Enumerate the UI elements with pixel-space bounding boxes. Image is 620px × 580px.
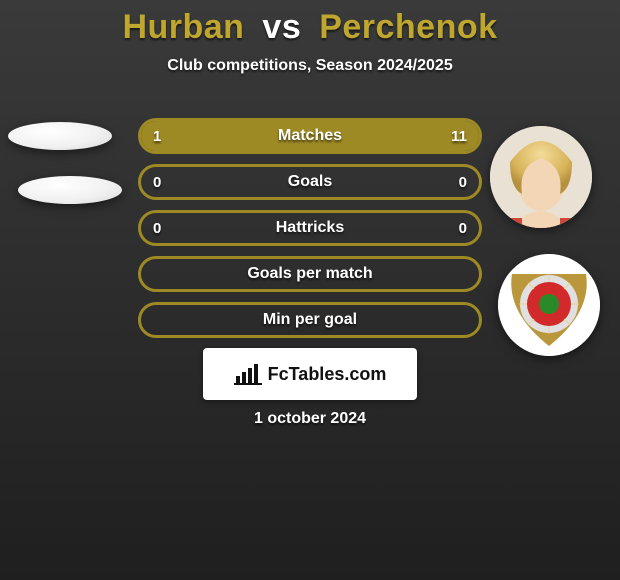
stat-value-left: 1 — [153, 128, 161, 145]
player1-club-crest-placeholder — [18, 176, 122, 204]
date-text: 1 october 2024 — [0, 410, 620, 428]
bar-chart-icon — [234, 362, 262, 386]
stat-value-right: 0 — [459, 220, 467, 237]
title: Hurban vs Perchenok — [0, 8, 620, 47]
stat-value-left: 0 — [153, 174, 161, 191]
stat-label: Hattricks — [276, 219, 344, 237]
stat-label: Matches — [278, 127, 342, 145]
branding-text: FcTables.com — [268, 364, 387, 385]
stat-row-goals: 0 Goals 0 — [138, 164, 482, 200]
player2-club-crest — [498, 254, 600, 356]
title-vs: vs — [262, 8, 301, 46]
stats-column: 1 Matches 11 0 Goals 0 0 Hattricks 0 Goa… — [138, 118, 482, 348]
player1-headshot-placeholder — [8, 122, 112, 150]
stat-label: Min per goal — [263, 311, 357, 329]
comparison-card: Hurban vs Perchenok Club competitions, S… — [0, 0, 620, 580]
stat-row-hattricks: 0 Hattricks 0 — [138, 210, 482, 246]
player2-headshot — [490, 126, 592, 228]
stat-row-goals-per-match: Goals per match — [138, 256, 482, 292]
stat-label: Goals — [288, 173, 332, 191]
stat-row-matches: 1 Matches 11 — [138, 118, 482, 154]
stat-value-left: 0 — [153, 220, 161, 237]
stat-row-min-per-goal: Min per goal — [138, 302, 482, 338]
title-player2: Perchenok — [319, 8, 497, 46]
stat-label: Goals per match — [247, 265, 372, 283]
stat-value-right: 0 — [459, 174, 467, 191]
branding-badge: FcTables.com — [203, 348, 417, 400]
headshot-icon — [490, 126, 592, 228]
subtitle: Club competitions, Season 2024/2025 — [0, 57, 620, 75]
title-player1: Hurban — [122, 8, 244, 46]
club-crest-icon — [498, 254, 600, 356]
stat-value-right: 11 — [451, 128, 467, 145]
